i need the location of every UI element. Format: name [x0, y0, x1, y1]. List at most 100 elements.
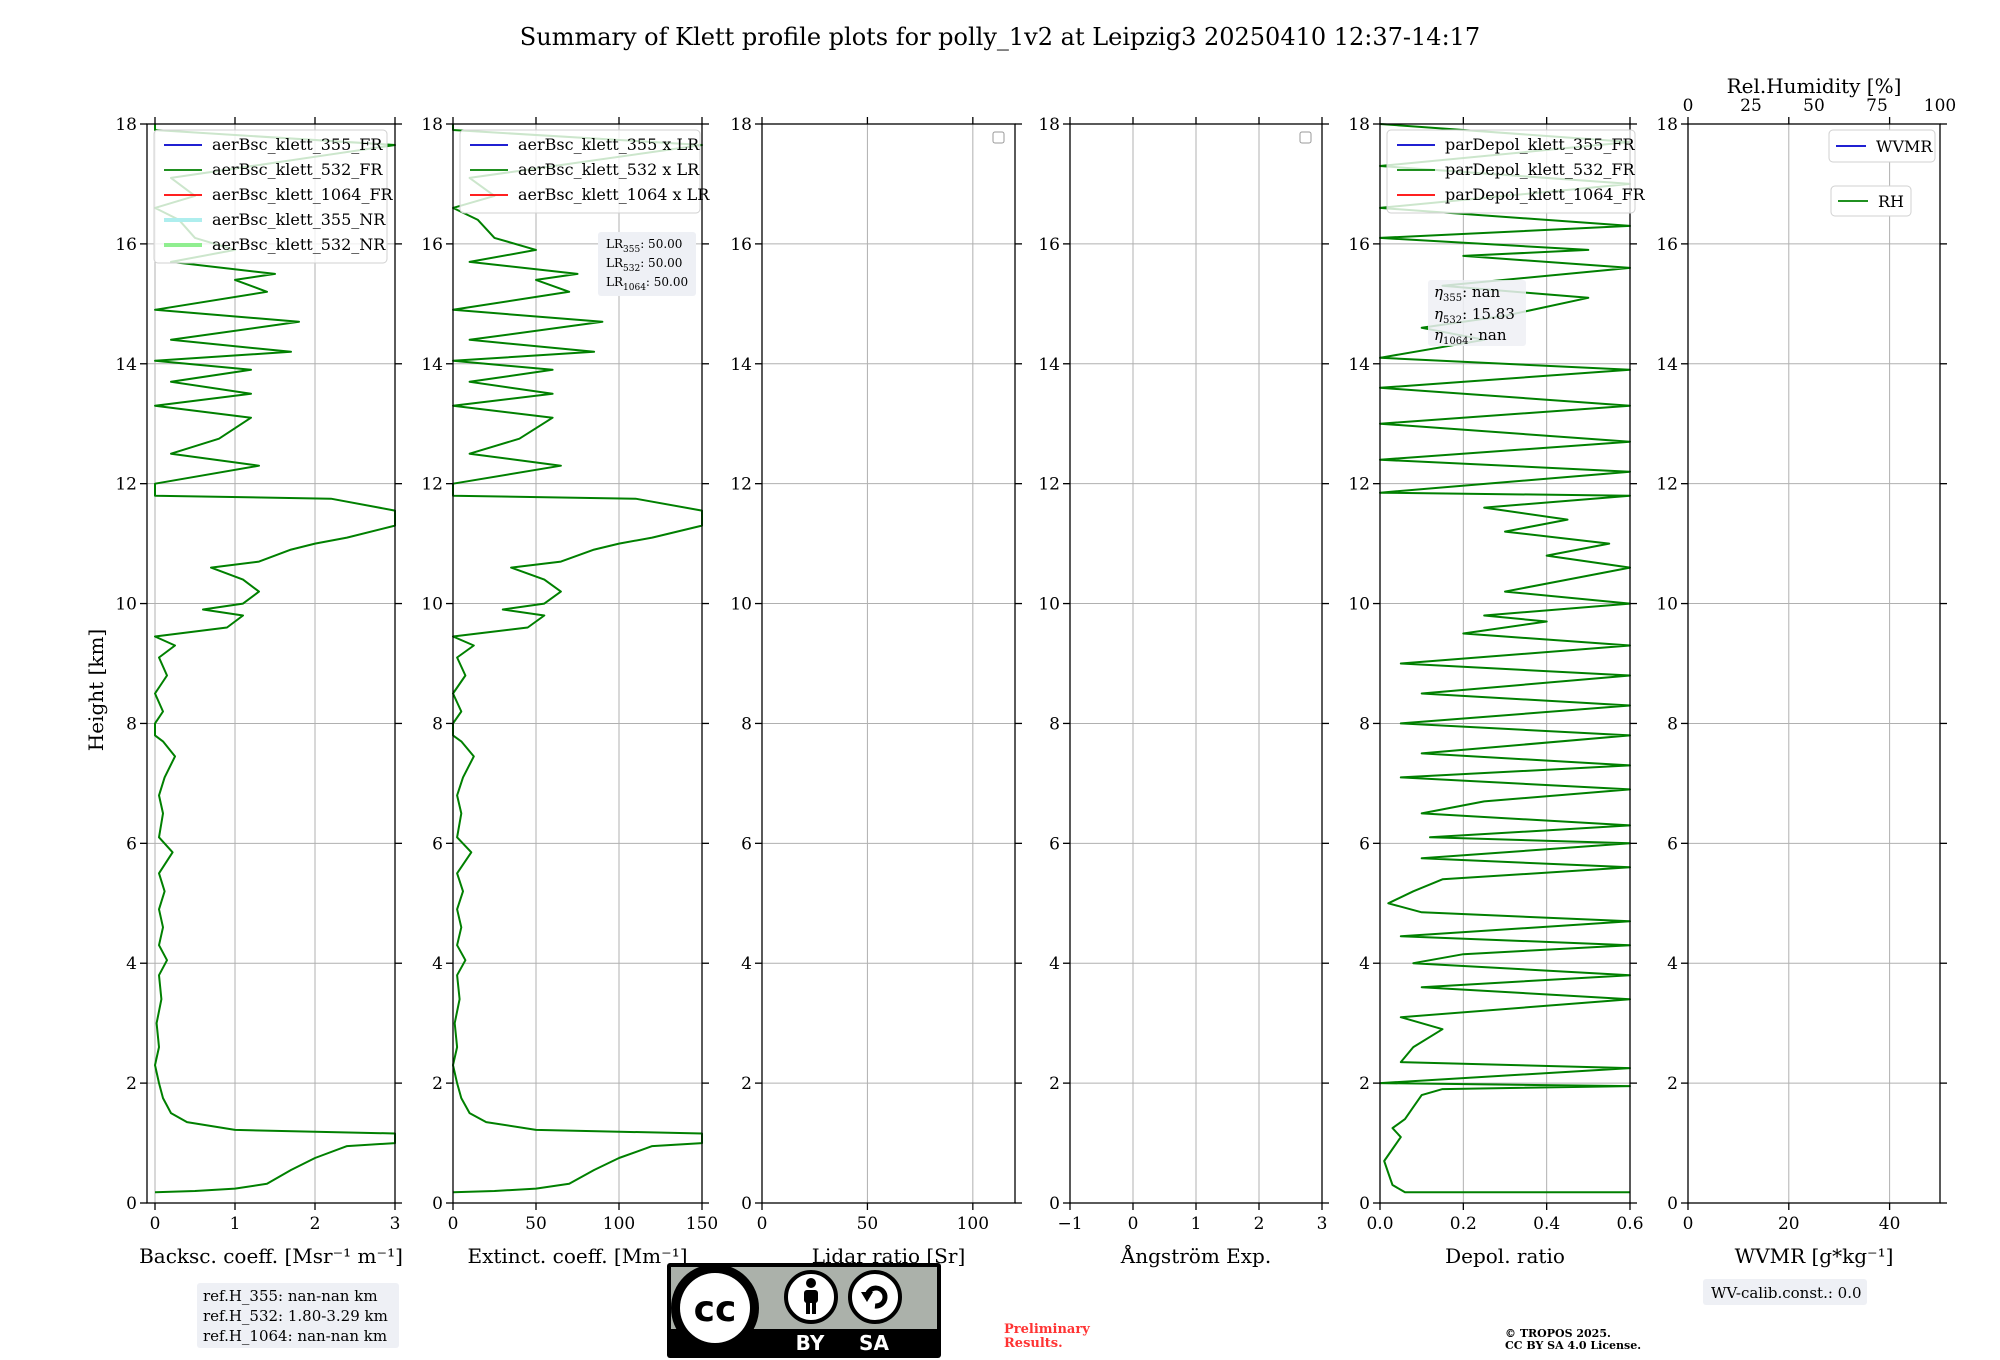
y-tick-label: 12	[1348, 475, 1370, 495]
x-tick-label: 1	[1191, 1214, 1202, 1234]
legend-entry-wvmr: WVMR	[1876, 137, 1933, 156]
axes-frame	[1379, 123, 1631, 1204]
legend-entry: aerBsc_klett_355 x LR	[518, 135, 700, 154]
x-tick-label: 0	[1128, 1214, 1139, 1234]
x-tick-label: 50	[857, 1214, 879, 1234]
x-tick-label: 0.6	[1616, 1214, 1643, 1234]
y-tick-label: 18	[1656, 115, 1678, 135]
legend-entry: aerBsc_klett_355_NR	[212, 210, 386, 229]
x-tick-label: 0	[150, 1214, 161, 1234]
empty-legend-box	[1299, 131, 1312, 144]
y-tick-label: 0	[741, 1194, 752, 1214]
cc-by-sa-badge: cc BY SA	[667, 1263, 941, 1358]
axes-frame	[452, 123, 703, 1204]
y-tick-label: 2	[1359, 1074, 1370, 1094]
preliminary-line-1: Preliminary	[1004, 1322, 1090, 1337]
y-tick-label: 14	[1348, 355, 1370, 375]
y-tick-label: 12	[1656, 475, 1678, 495]
y-tick-label: 4	[432, 954, 443, 974]
gridlines	[147, 124, 395, 1203]
x-axis-label: WVMR [g*kg⁻¹]	[1735, 1244, 1894, 1268]
panel-5: 0 2 4 6 8 10 12 14 16 18 0.0 0.2 0.4 0.6 Depol. ratio p…	[1348, 115, 1645, 1268]
eta-532-line: η532: 15.83	[1434, 305, 1515, 326]
refh-1064: ref.H_1064: nan-nan km	[203, 1327, 387, 1345]
legend-entry-rh: RH	[1878, 192, 1904, 211]
eta-1064-line: η1064: nan	[1434, 326, 1507, 347]
eta-355-line: η355: nan	[1434, 283, 1501, 304]
y-tick-label: 12	[421, 475, 443, 495]
y-tick-label: 4	[1667, 954, 1678, 974]
series-line-aerBsc_klett_532 x LR	[452, 124, 703, 1194]
y-tick-label: 12	[115, 475, 137, 495]
lr-info-box: LR355: 50.00 LR532: 50.00 LR1064: 50.00	[598, 232, 696, 296]
sa-share-icon	[848, 1270, 902, 1324]
legend-entry: aerBsc_klett_1064 x LR	[518, 185, 710, 204]
x-tick-label: −1	[1057, 1214, 1082, 1234]
y-tick-label: 12	[1038, 475, 1060, 495]
y-tick-label: 2	[126, 1074, 137, 1094]
copyright-line-2: CC BY SA 4.0 License.	[1505, 1339, 1641, 1352]
gridlines	[762, 124, 1015, 1203]
y-tick-label: 14	[1656, 355, 1678, 375]
legend-box	[153, 129, 388, 264]
ref-height-box: ref.H_355: nan-nan km ref.H_532: 1.80-3.…	[197, 1283, 399, 1348]
legend-entry: aerBsc_klett_532_NR	[212, 235, 386, 254]
legend-box	[459, 129, 701, 214]
y-tick-label: 10	[730, 595, 752, 615]
preliminary-line-2: Results.	[1004, 1336, 1063, 1351]
y-tick-label: 8	[1359, 714, 1370, 734]
y-tick-label: 10	[1656, 595, 1678, 615]
x-tick-label: 0.0	[1366, 1214, 1393, 1234]
cc-logo-text: cc	[694, 1289, 737, 1330]
legend-entry: aerBsc_klett_1064_FR	[212, 185, 394, 204]
axes-frame	[1687, 123, 1941, 1204]
figure-title: Summary of Klett profile plots for polly…	[520, 23, 1480, 51]
y-tick-label: 18	[730, 115, 752, 135]
y-tick-label: 16	[730, 235, 752, 255]
y-tick-label: 6	[1359, 834, 1370, 854]
y-tick-label: 0	[1359, 1194, 1370, 1214]
x-tick-label: 40	[1879, 1214, 1901, 1234]
lr-355-line: LR355: 50.00	[606, 237, 682, 255]
y-tick-label: 16	[115, 235, 137, 255]
y-tick-label: 18	[421, 115, 443, 135]
top-tick-label: 100	[1924, 96, 1956, 116]
y-tick-label: 14	[1038, 355, 1060, 375]
wv-calib-text: WV-calib.const.: 0.0	[1711, 1284, 1862, 1302]
y-tick-label: 6	[1667, 834, 1678, 854]
top-tick-label: 75	[1866, 96, 1888, 116]
x-tick-label: 0	[757, 1214, 768, 1234]
y-tick-label: 10	[421, 595, 443, 615]
y-tick-label: 8	[741, 714, 752, 734]
y-tick-label: 16	[421, 235, 443, 255]
x-tick-label: 2	[310, 1214, 321, 1234]
y-tick-label: 4	[741, 954, 752, 974]
x-axis-label: Ångström Exp.	[1120, 1243, 1271, 1268]
lr-1064-line: LR1064: 50.00	[606, 275, 688, 293]
y-tick-label: 0	[126, 1194, 137, 1214]
by-label: BY	[796, 1331, 825, 1355]
gridlines	[1688, 124, 1940, 1203]
y-tick-label: 14	[421, 355, 443, 375]
lr-532-line: LR532: 50.00	[606, 256, 682, 274]
y-tick-label: 2	[1049, 1074, 1060, 1094]
legend-entry: aerBsc_klett_355_FR	[212, 135, 383, 154]
y-tick-label: 2	[1667, 1074, 1678, 1094]
eta-info-box: η355: nan η532: 15.83 η1064: nan	[1428, 280, 1526, 347]
y-tick-label: 4	[1359, 954, 1370, 974]
wv-calib-box: WV-calib.const.: 0.0	[1703, 1279, 1867, 1305]
y-tick-label: 10	[1348, 595, 1370, 615]
y-tick-label: 0	[1049, 1194, 1060, 1214]
legend-box-wvmr	[1828, 129, 1936, 163]
legend-entry: aerBsc_klett_532_FR	[212, 160, 383, 179]
x-tick-label: 2	[1254, 1214, 1265, 1234]
x-tick-label: 50	[525, 1214, 547, 1234]
x-axis-label: Backsc. coeff. [Msr⁻¹ m⁻¹]	[139, 1244, 403, 1268]
y-tick-label: 0	[1667, 1194, 1678, 1214]
legend-entry: parDepol_klett_355_FR	[1445, 135, 1636, 154]
